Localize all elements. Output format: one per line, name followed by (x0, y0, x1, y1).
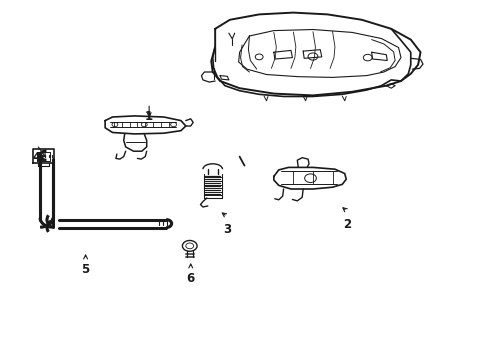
Text: 5: 5 (81, 263, 89, 276)
Text: 2: 2 (343, 218, 350, 231)
Text: 4: 4 (33, 151, 41, 164)
Text: 3: 3 (223, 223, 231, 236)
Text: 6: 6 (186, 272, 194, 285)
Text: 1: 1 (145, 110, 153, 123)
